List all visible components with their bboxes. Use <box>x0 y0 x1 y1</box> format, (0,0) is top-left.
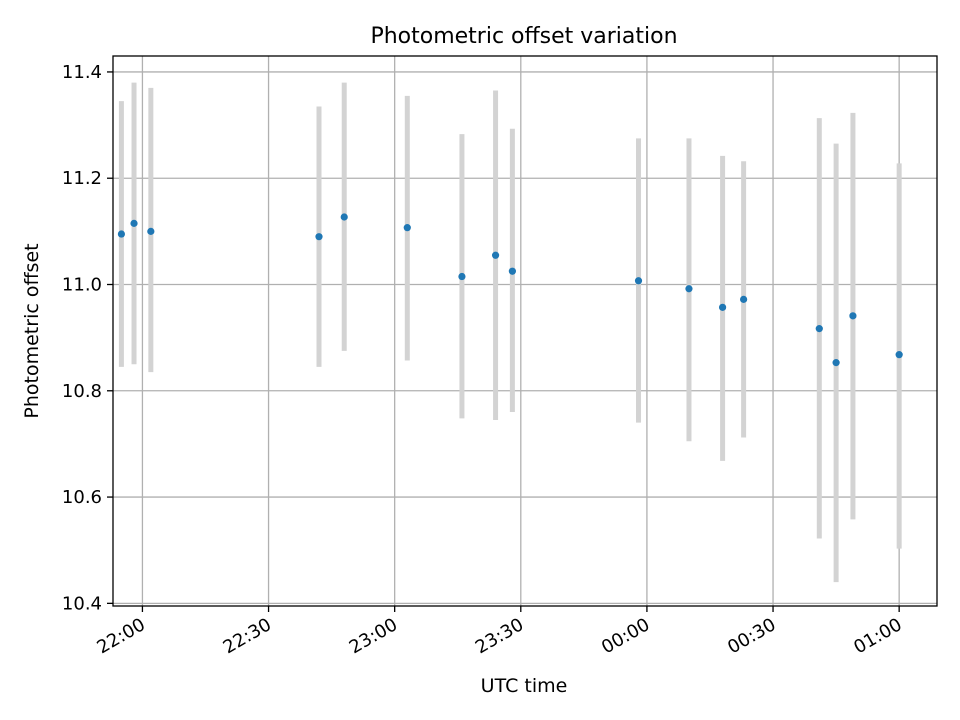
y-tick-label: 10.8 <box>62 381 102 402</box>
data-point <box>685 285 693 293</box>
y-axis-ticks: 10.4 10.6 10.8 11.0 11.2 11.4 <box>62 62 113 614</box>
axes-frame <box>112 55 938 607</box>
data-point <box>740 295 748 303</box>
data-point <box>130 219 138 227</box>
data-point <box>895 351 903 359</box>
data-point <box>403 224 411 232</box>
x-axis-label: UTC time <box>481 675 568 697</box>
y-tick-label: 11.0 <box>62 275 102 296</box>
grid-lines <box>113 56 937 606</box>
data-point <box>340 213 348 221</box>
data-point <box>491 251 500 259</box>
data-point <box>849 312 857 320</box>
data-point <box>147 227 155 235</box>
data-point <box>815 325 823 333</box>
plot-area <box>112 55 938 607</box>
data-points <box>117 213 903 367</box>
data-point <box>508 267 516 275</box>
y-tick-label: 11.4 <box>62 62 102 83</box>
y-tick-label: 10.6 <box>62 487 102 508</box>
y-axis-label: Photometric offset <box>21 243 43 418</box>
data-point <box>718 303 727 311</box>
data-point <box>315 233 323 241</box>
data-point <box>634 277 643 285</box>
axes-background <box>113 56 937 606</box>
data-point <box>458 272 466 281</box>
data-point <box>832 359 840 367</box>
chart-title: Photometric offset variation <box>370 24 677 49</box>
y-tick-label: 11.2 <box>62 168 102 189</box>
y-tick-label: 10.4 <box>62 593 102 614</box>
data-point <box>117 230 126 238</box>
